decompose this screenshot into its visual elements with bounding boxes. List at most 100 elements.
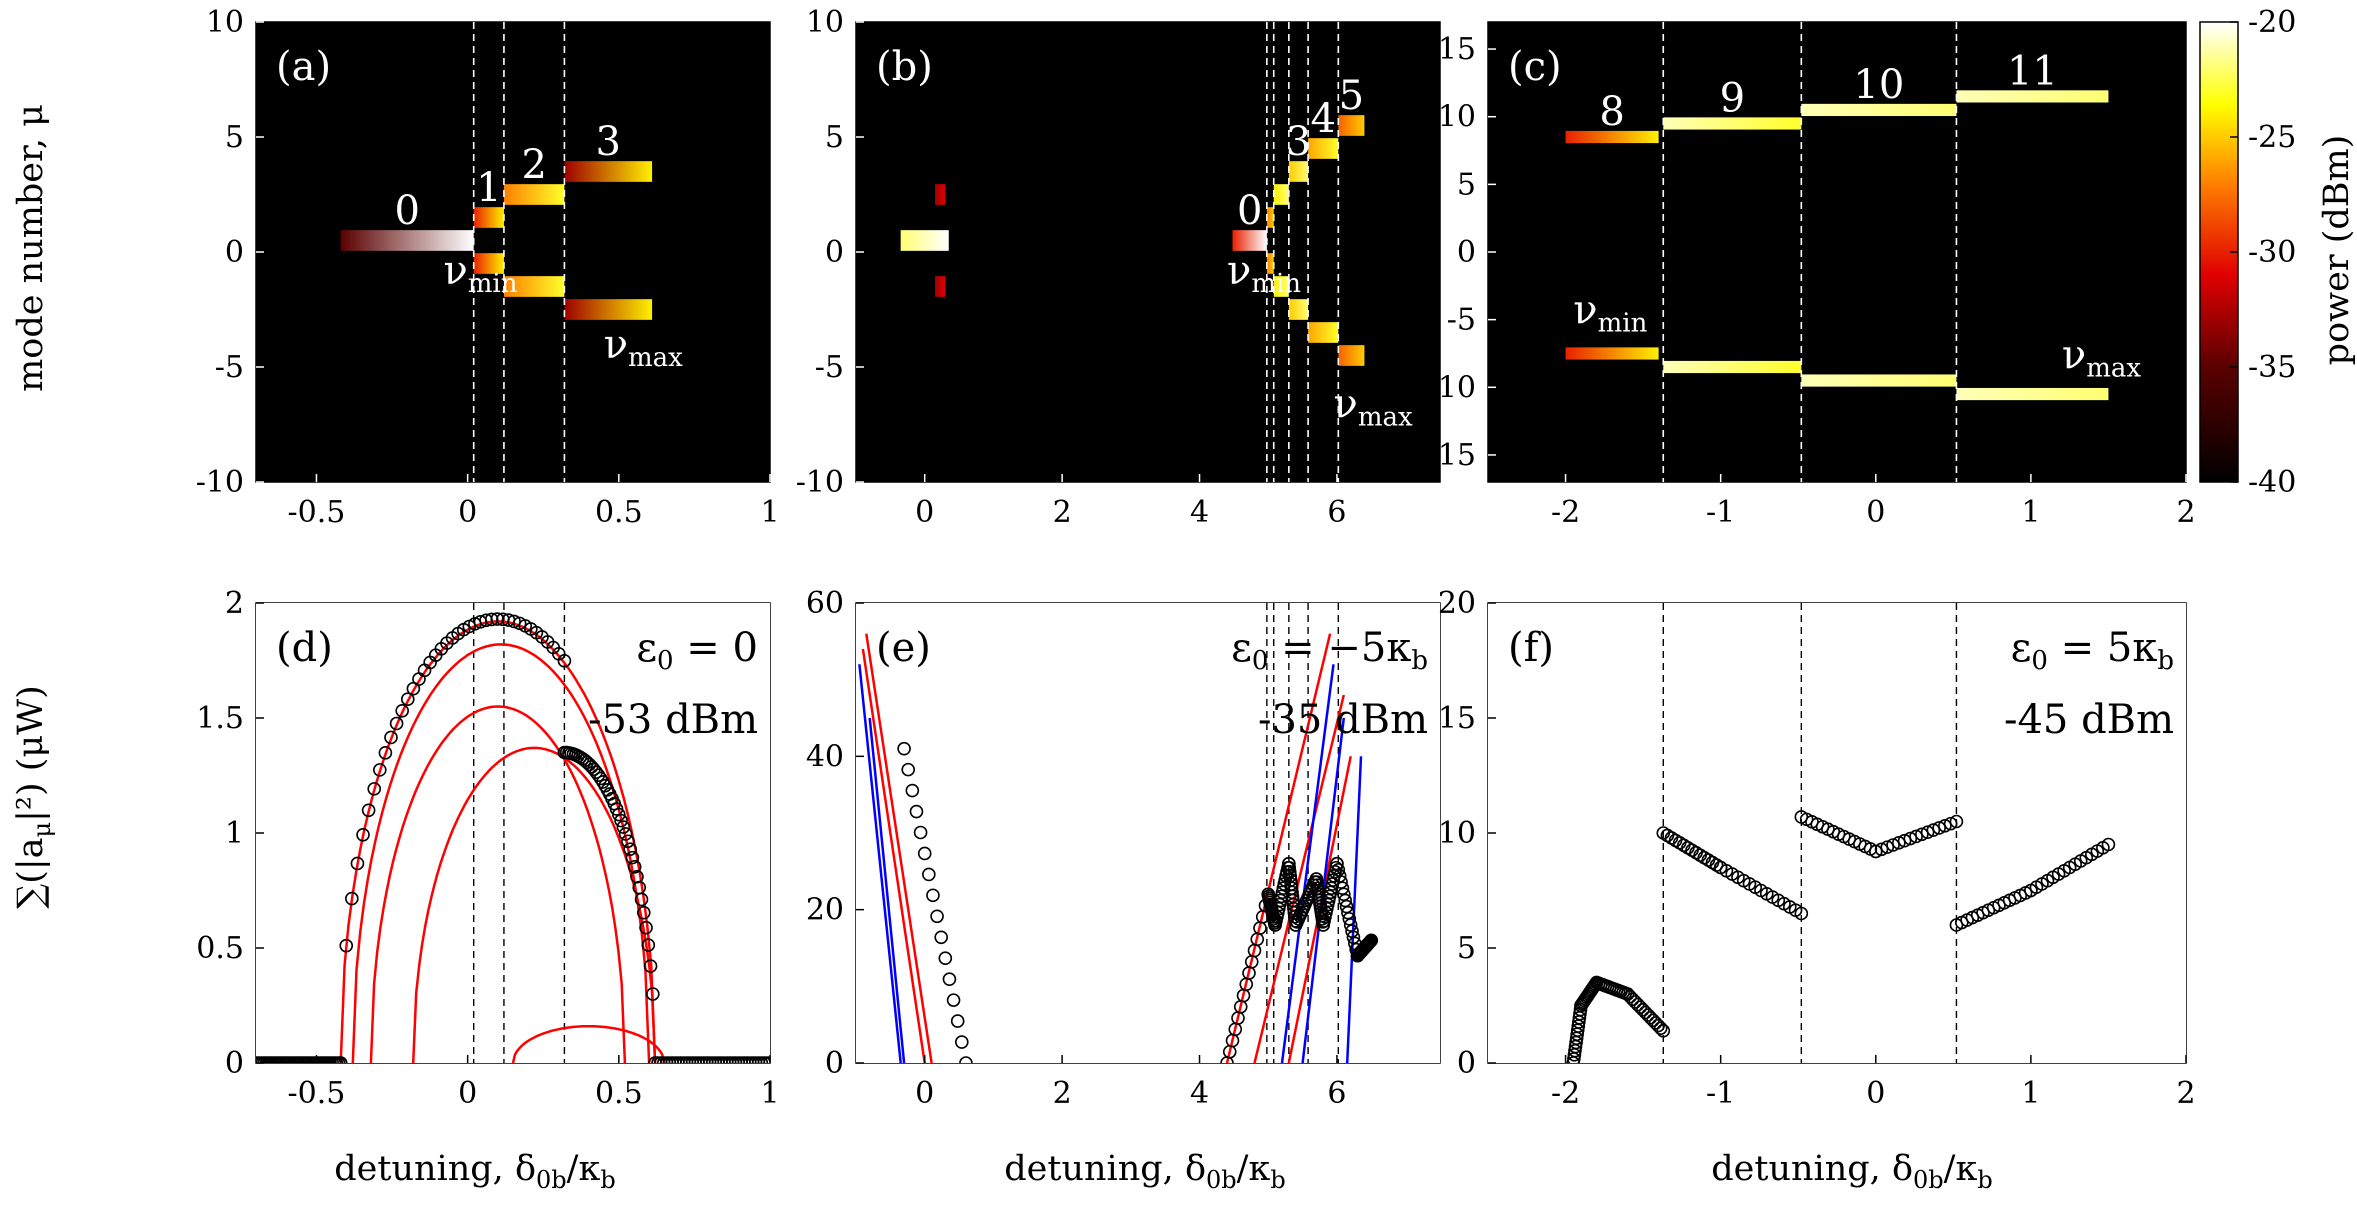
plot-area-d [256, 603, 770, 1063]
mode-segment [473, 253, 504, 274]
power-annotation: -53 dBm [588, 697, 758, 743]
data-marker [623, 842, 637, 856]
data-marker [591, 768, 606, 782]
mode-segment [1273, 184, 1289, 205]
y-tick-label: -5 [1447, 303, 1476, 338]
x-tick-label: 6 [1327, 495, 1346, 530]
x-tick-label: 0 [1866, 1076, 1885, 1111]
mode-segment [1565, 130, 1659, 144]
mode-segment [1338, 345, 1365, 366]
y-tick-label: 0 [825, 1046, 844, 1081]
nu-max-label: νmax [2062, 332, 2141, 383]
y-tick-label: 5 [1457, 167, 1476, 202]
y-tick-label: 60 [806, 586, 844, 621]
nu-max-label: νmax [604, 322, 683, 373]
plot-area-b [856, 22, 1440, 482]
mode-segment [503, 276, 565, 297]
data-marker [1341, 905, 1355, 920]
mode-label: 3 [596, 119, 621, 165]
y-tick-label: 0 [225, 235, 244, 270]
mode-segment [1308, 138, 1339, 159]
nu-min-label: νmin [443, 248, 517, 299]
y-tick-label: -10 [796, 465, 844, 500]
data-marker [627, 859, 642, 874]
data-marker [955, 1035, 969, 1049]
x-tick-label: 0.5 [595, 495, 643, 530]
colorbar-tick-label: -25 [2248, 120, 2296, 155]
data-marker [2101, 837, 2116, 852]
data-marker [621, 834, 635, 849]
x-tick-label: -1 [1706, 495, 1735, 530]
nu-min-label-main: ν [443, 248, 467, 294]
data-marker [484, 612, 499, 627]
data-marker [1345, 924, 1359, 938]
x-tick-label: -0.5 [288, 1076, 346, 1111]
data-marker [1903, 831, 1918, 846]
nu-min-label-sub: min [468, 269, 518, 299]
eps-main: ε [1231, 625, 1252, 671]
data-marker [1361, 936, 1376, 951]
y-tick-label: -15 [1428, 438, 1476, 473]
y-tick-label: -10 [1428, 370, 1476, 405]
nu-max-label-sub: max [2086, 353, 2141, 383]
mode-label: 8 [1599, 89, 1624, 135]
nu-min-label-main: ν [1227, 248, 1251, 294]
mode-segment [1565, 347, 1659, 360]
eps-sub: 0 [1252, 646, 1269, 676]
y-tick-label: 10 [1438, 100, 1476, 135]
mode-segment [1308, 322, 1339, 343]
mode-label: 0 [394, 188, 419, 234]
x-tick-label: -1 [1706, 1076, 1735, 1111]
y-tick-label: 5 [825, 120, 844, 155]
data-marker [582, 757, 597, 772]
data-marker [1932, 821, 1946, 835]
data-marker [905, 783, 920, 798]
x-tick-label: 4 [1190, 495, 1209, 530]
x-tick-label: 0 [1866, 495, 1885, 530]
y-tick-label: 5 [1457, 931, 1476, 966]
eps-tail-sub: b [1411, 646, 1428, 676]
data-marker [1573, 1002, 1588, 1017]
data-marker [634, 892, 649, 907]
data-marker [1915, 827, 1929, 842]
data-marker [1364, 933, 1379, 948]
mode-segment [1663, 117, 1802, 130]
data-marker [1874, 842, 1889, 857]
data-marker [950, 1014, 965, 1028]
eps-tail: = −5κ [1268, 625, 1411, 671]
x-tick-label: 2 [1053, 495, 1072, 530]
mode-segment [935, 184, 946, 205]
xlabel-left-tail: /κ [567, 1149, 601, 1189]
data-marker [356, 827, 370, 842]
data-marker [373, 763, 387, 777]
x-tick-label: 4 [1190, 1076, 1209, 1111]
data-marker [378, 746, 393, 760]
ylabel-bottom-sub: μ [28, 822, 56, 838]
eps-annotation: ε0 = −5κb [1231, 625, 1428, 676]
xlabel-right-sub: 0b [1913, 1166, 1944, 1194]
mode-segment [1288, 161, 1309, 182]
xlabel-mid-tail: /κ [1237, 1149, 1271, 1189]
mode-segment [564, 161, 653, 182]
x-tick-label: -2 [1551, 1076, 1580, 1111]
data-marker [1909, 829, 1923, 844]
panel-label-b: (b) [876, 44, 933, 90]
data-marker [614, 813, 628, 828]
x-tick-label: -2 [1551, 495, 1580, 530]
data-marker [395, 703, 409, 718]
eps-tail: = 0 [674, 625, 758, 671]
y-tick-label: 5 [225, 120, 244, 155]
mode-label: 2 [521, 142, 546, 188]
x-tick-label: 1 [2021, 1076, 2040, 1111]
mode-segment [1801, 374, 1957, 387]
nu-max-label-sub: max [1358, 403, 1413, 433]
y-tick-label: 20 [806, 893, 844, 928]
data-marker [339, 938, 354, 953]
power-annotation: -45 dBm [2004, 697, 2174, 743]
data-marker [930, 909, 944, 924]
nu-min-label: νmin [1573, 288, 1647, 339]
colorbar-tick-label: -35 [2248, 350, 2296, 385]
